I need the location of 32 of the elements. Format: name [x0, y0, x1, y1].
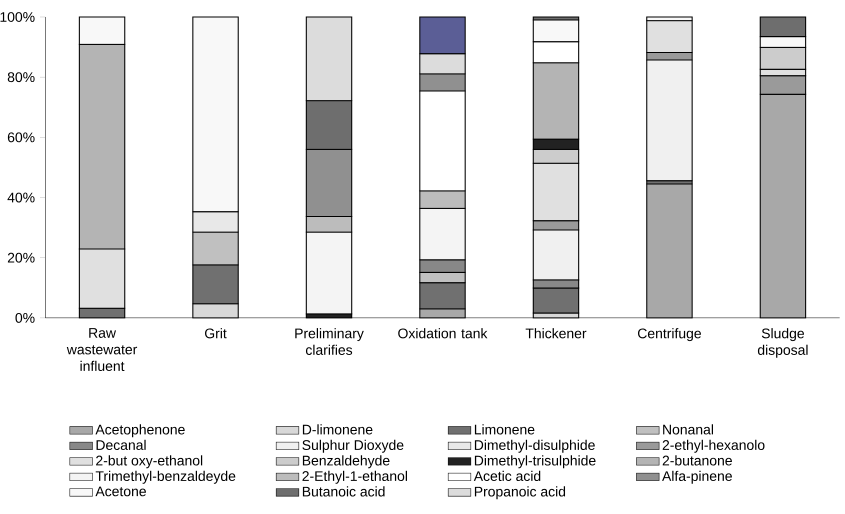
x-tick-label: Thickener	[526, 328, 586, 338]
legend-label: 2-butanone	[662, 455, 732, 466]
y-tick-label: 40%	[8, 192, 35, 203]
y-tick-label: 80%	[8, 72, 35, 82]
legend-label: Dimethyl-trisulphide	[474, 455, 596, 468]
legend-label: 2-Ethyl-1-ethanol	[302, 470, 407, 484]
legend-label: Decanal	[96, 440, 146, 450]
x-tick-label: Centrifuge	[638, 328, 701, 342]
legend-label: Limonene	[474, 424, 534, 435]
y-tick-label: 100%	[0, 12, 35, 22]
y-tick-label: 60%	[8, 132, 35, 142]
x-tick-label: Grit	[205, 328, 227, 338]
legend-label: Sulphur Dioxyde	[302, 440, 404, 453]
x-tick-label: Oxidation tank	[398, 328, 488, 338]
legend-label: Alfa-pinene	[662, 470, 732, 484]
legend-label: Acetic acid	[474, 470, 540, 482]
x-tick-label: Raw wastewater influent	[66, 328, 138, 372]
legend-label: Trimethyl-benzaldeyde	[96, 470, 236, 484]
x-tick-label: Preliminary clarifies	[295, 328, 364, 356]
legend-label: Acetophenone	[95, 424, 185, 438]
legend-label: Benzaldehyde	[302, 455, 390, 468]
legend-label: 2-ethyl-hexanolo	[662, 440, 764, 453]
y-tick-label: 0%	[15, 313, 35, 323]
legend-label: Dimethyl-disulphide	[474, 440, 595, 453]
legend-label: Acetone	[95, 486, 146, 496]
x-tick-label: Sludge disposal	[758, 328, 808, 358]
y-tick-label: 20%	[8, 252, 35, 263]
legend-label: Propanoic acid	[474, 486, 566, 500]
legend-label: Nonanal	[663, 424, 714, 435]
legend-label: 2-but oxy-ethanol	[96, 455, 202, 468]
legend-label: D-limonene	[302, 424, 372, 435]
legend-label: Butanoic acid	[302, 486, 385, 497]
